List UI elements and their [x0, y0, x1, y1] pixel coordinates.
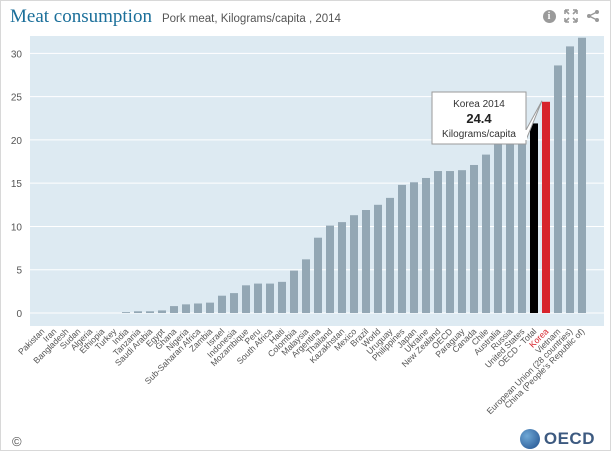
bar-chile	[482, 154, 490, 314]
tooltip-unit: Kilograms/capita	[442, 129, 516, 140]
bar-indonesia	[230, 293, 238, 314]
bar-peru	[254, 283, 262, 314]
bar-australia	[494, 138, 502, 314]
bar-kazakhstan	[338, 222, 346, 314]
chart-header: Meat consumption Pork meat, Kilograms/ca…	[10, 6, 341, 32]
bar-china-people-s-republic-of-	[578, 37, 586, 314]
bar-korea	[542, 101, 550, 314]
bar-new-zealand	[434, 171, 442, 314]
bar-egypt	[158, 310, 166, 314]
y-tick-label: 20	[11, 136, 23, 147]
bar-sub-saharan-africa	[194, 303, 202, 314]
bar-canada	[470, 164, 478, 314]
bar-haiti	[278, 281, 286, 314]
y-tick-label: 25	[11, 93, 23, 104]
bar-oecd-total	[530, 123, 538, 314]
bar-united-states	[518, 134, 526, 314]
tooltip-value: 24.4	[466, 111, 492, 126]
bar-european-union-28-countries-	[566, 46, 574, 314]
bar-mozambique	[242, 285, 250, 314]
bar-nigeria	[182, 304, 190, 314]
bar-paraguay	[458, 170, 466, 314]
y-tick-label: 0	[16, 309, 22, 320]
copyright-text: ©	[12, 434, 22, 449]
bar-thailand	[326, 225, 334, 314]
bar-brazil	[362, 210, 370, 314]
bar-mexico	[350, 215, 358, 314]
y-tick-label: 15	[11, 179, 23, 190]
share-icon[interactable]	[585, 8, 601, 24]
oecd-logo-text: OECD	[543, 429, 595, 448]
y-tick-label: 30	[11, 49, 23, 60]
bar-saudi-arabia	[146, 311, 154, 314]
info-icon[interactable]: i	[541, 8, 557, 24]
bar-colombia	[290, 270, 298, 314]
bar-zambia	[206, 302, 214, 314]
bar-india	[122, 312, 130, 314]
bar-south-africa	[266, 283, 274, 314]
bar-argentina	[314, 237, 322, 314]
chart-title: Meat consumption	[10, 6, 152, 27]
expand-icon[interactable]	[563, 8, 579, 24]
bar-world	[374, 204, 382, 314]
bar-japan	[410, 182, 418, 314]
y-tick-label: 10	[11, 222, 23, 233]
bar-oecd	[446, 171, 454, 314]
tooltip-pointer-mask	[524, 130, 527, 140]
oecd-logo[interactable]: OECD	[519, 429, 595, 449]
tooltip-pointer	[525, 100, 543, 141]
tooltip-label: Korea 2014	[453, 99, 505, 110]
bar-tanzania	[134, 311, 142, 314]
bar-uruguay	[386, 197, 394, 314]
bar-vietnam	[554, 65, 562, 314]
oecd-globe-icon	[519, 429, 540, 449]
bar-malaysia	[302, 259, 310, 314]
bar-israel	[218, 295, 226, 314]
chart-toolbar: i	[541, 8, 601, 24]
bar-ghana	[170, 306, 178, 314]
bar-russia	[506, 138, 514, 314]
y-tick-label: 5	[16, 266, 22, 277]
bar-ukraine	[422, 177, 430, 314]
tooltip-box	[431, 91, 527, 145]
bar-philippines	[398, 184, 406, 314]
chart-subtitle: Pork meat, Kilograms/capita , 2014	[161, 13, 341, 25]
